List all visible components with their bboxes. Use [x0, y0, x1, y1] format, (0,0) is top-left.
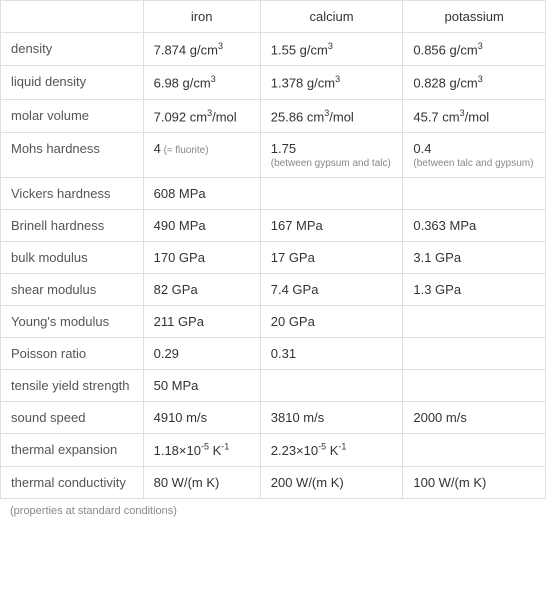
cell-potassium: 0.828 g/cm3: [403, 66, 546, 99]
table-row: molar volume7.092 cm3/mol25.86 cm3/mol45…: [1, 99, 546, 132]
cell-calcium: 7.4 GPa: [260, 273, 403, 305]
cell-calcium: 0.31: [260, 337, 403, 369]
row-label: tensile yield strength: [1, 369, 144, 401]
table-row: sound speed4910 m/s3810 m/s2000 m/s: [1, 401, 546, 433]
table-row: bulk modulus170 GPa17 GPa3.1 GPa: [1, 241, 546, 273]
cell-potassium: 0.4(between talc and gypsum): [403, 132, 546, 177]
row-label: Young's modulus: [1, 305, 144, 337]
table-header-row: iron calcium potassium: [1, 1, 546, 33]
cell-calcium: [260, 177, 403, 209]
row-label: Poisson ratio: [1, 337, 144, 369]
cell-potassium: [403, 177, 546, 209]
row-label: thermal conductivity: [1, 467, 144, 499]
cell-potassium: 100 W/(m K): [403, 467, 546, 499]
cell-calcium: 20 GPa: [260, 305, 403, 337]
table-row: Brinell hardness490 MPa167 MPa0.363 MPa: [1, 209, 546, 241]
cell-potassium: [403, 433, 546, 466]
cell-potassium: 3.1 GPa: [403, 241, 546, 273]
header-iron: iron: [143, 1, 260, 33]
row-label: thermal expansion: [1, 433, 144, 466]
cell-calcium: 1.55 g/cm3: [260, 33, 403, 66]
cell-iron: 608 MPa: [143, 177, 260, 209]
row-label: shear modulus: [1, 273, 144, 305]
row-label: sound speed: [1, 401, 144, 433]
cell-potassium: 2000 m/s: [403, 401, 546, 433]
header-empty: [1, 1, 144, 33]
cell-potassium: 45.7 cm3/mol: [403, 99, 546, 132]
row-label: liquid density: [1, 66, 144, 99]
row-label: bulk modulus: [1, 241, 144, 273]
cell-iron: 211 GPa: [143, 305, 260, 337]
header-calcium: calcium: [260, 1, 403, 33]
table-row: Mohs hardness4 (≈ fluorite)1.75(between …: [1, 132, 546, 177]
cell-iron: 82 GPa: [143, 273, 260, 305]
cell-iron: 0.29: [143, 337, 260, 369]
cell-potassium: 0.856 g/cm3: [403, 33, 546, 66]
cell-iron: 490 MPa: [143, 209, 260, 241]
cell-potassium: 1.3 GPa: [403, 273, 546, 305]
cell-calcium: 17 GPa: [260, 241, 403, 273]
table-row: Poisson ratio0.290.31: [1, 337, 546, 369]
cell-calcium: 3810 m/s: [260, 401, 403, 433]
cell-calcium: 2.23×10-5 K-1: [260, 433, 403, 466]
table-row: density7.874 g/cm31.55 g/cm30.856 g/cm3: [1, 33, 546, 66]
table-row: Young's modulus211 GPa20 GPa: [1, 305, 546, 337]
row-label: density: [1, 33, 144, 66]
row-label: Vickers hardness: [1, 177, 144, 209]
footer-note: (properties at standard conditions): [0, 499, 546, 523]
cell-calcium: 167 MPa: [260, 209, 403, 241]
cell-potassium: 0.363 MPa: [403, 209, 546, 241]
table-row: thermal conductivity80 W/(m K)200 W/(m K…: [1, 467, 546, 499]
cell-iron: 50 MPa: [143, 369, 260, 401]
cell-iron: 170 GPa: [143, 241, 260, 273]
row-label: molar volume: [1, 99, 144, 132]
cell-potassium: [403, 337, 546, 369]
cell-calcium: 25.86 cm3/mol: [260, 99, 403, 132]
row-label: Mohs hardness: [1, 132, 144, 177]
table-row: liquid density6.98 g/cm31.378 g/cm30.828…: [1, 66, 546, 99]
cell-calcium: [260, 369, 403, 401]
table-row: Vickers hardness608 MPa: [1, 177, 546, 209]
properties-table: iron calcium potassium density7.874 g/cm…: [0, 0, 546, 499]
cell-iron: 7.874 g/cm3: [143, 33, 260, 66]
cell-potassium: [403, 369, 546, 401]
cell-calcium: 200 W/(m K): [260, 467, 403, 499]
cell-potassium: [403, 305, 546, 337]
header-potassium: potassium: [403, 1, 546, 33]
cell-iron: 4 (≈ fluorite): [143, 132, 260, 177]
cell-calcium: 1.378 g/cm3: [260, 66, 403, 99]
cell-calcium: 1.75(between gypsum and talc): [260, 132, 403, 177]
cell-iron: 1.18×10-5 K-1: [143, 433, 260, 466]
cell-iron: 7.092 cm3/mol: [143, 99, 260, 132]
table-row: shear modulus82 GPa7.4 GPa1.3 GPa: [1, 273, 546, 305]
row-label: Brinell hardness: [1, 209, 144, 241]
cell-iron: 80 W/(m K): [143, 467, 260, 499]
table-row: thermal expansion1.18×10-5 K-12.23×10-5 …: [1, 433, 546, 466]
cell-iron: 4910 m/s: [143, 401, 260, 433]
cell-iron: 6.98 g/cm3: [143, 66, 260, 99]
table-row: tensile yield strength50 MPa: [1, 369, 546, 401]
